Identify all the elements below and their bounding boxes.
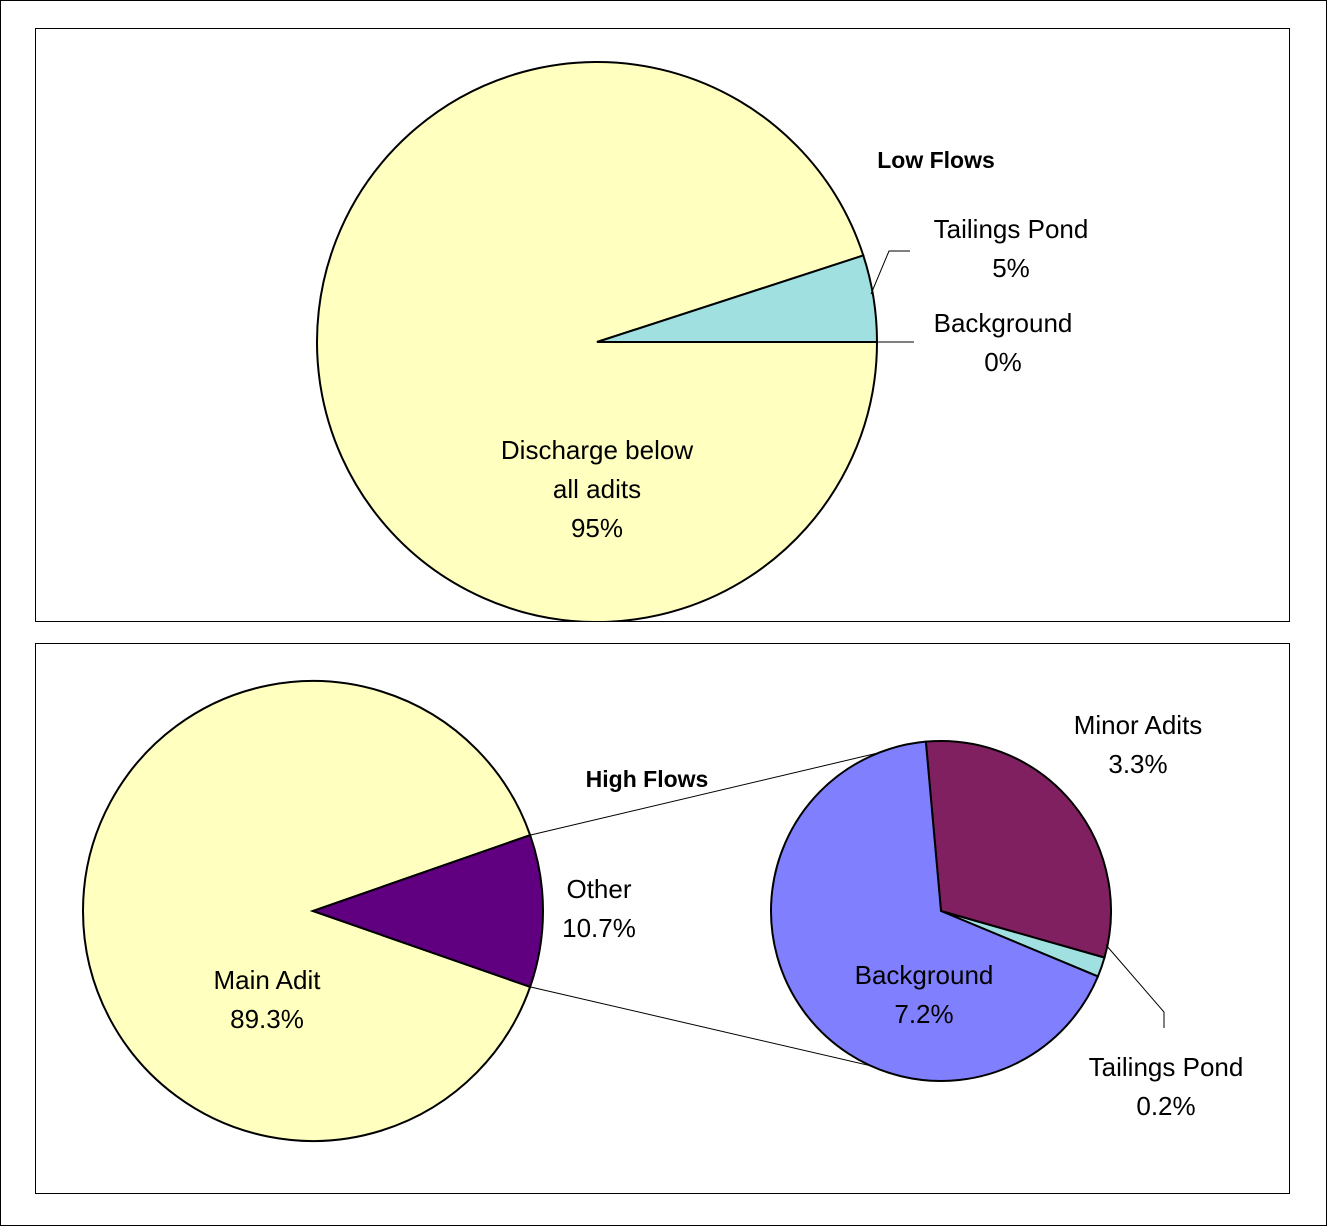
label-discharge-below-all-adits: Discharge below all adits 95% [501, 435, 693, 543]
slice-other [309, 833, 544, 989]
leader-tailings-pond [870, 250, 910, 295]
label-background: Background 0% [934, 308, 1073, 377]
leader-tailings-pond [1105, 944, 1165, 1028]
slice-minor-adits [924, 740, 1112, 959]
label-tailings-pond: Tailings Pond 5% [934, 214, 1089, 283]
low-flows-title: Low Flows [877, 147, 995, 173]
slice-main-adit [82, 680, 532, 1142]
label-background: Background 7.2% [855, 960, 994, 1029]
label-tailings-pond: Tailings Pond 0.2% [1089, 1052, 1244, 1121]
high-flows-panel: Main Adit 89.3% Other 10.7% Minor Adits 3.3% B… [35, 643, 1290, 1194]
connector-top [530, 741, 926, 836]
high-flows-chart: Main Adit 89.3% Other 10.7% Minor Adits 3.3% B… [82, 680, 1244, 1142]
high-flows-title: High Flows [586, 766, 709, 792]
low-flows-chart: Discharge below all adits 95% Tailings Pond… [316, 61, 1089, 621]
label-main-adit: Main Adit 89.3% [214, 965, 322, 1034]
label-other: Other 10.7% [562, 874, 636, 943]
slice-background [770, 740, 1100, 1082]
low-flows-panel: Discharge below all adits 95% Tailings Pond… [35, 28, 1290, 622]
label-minor-adits: Minor Adits 3.3% [1074, 710, 1203, 779]
